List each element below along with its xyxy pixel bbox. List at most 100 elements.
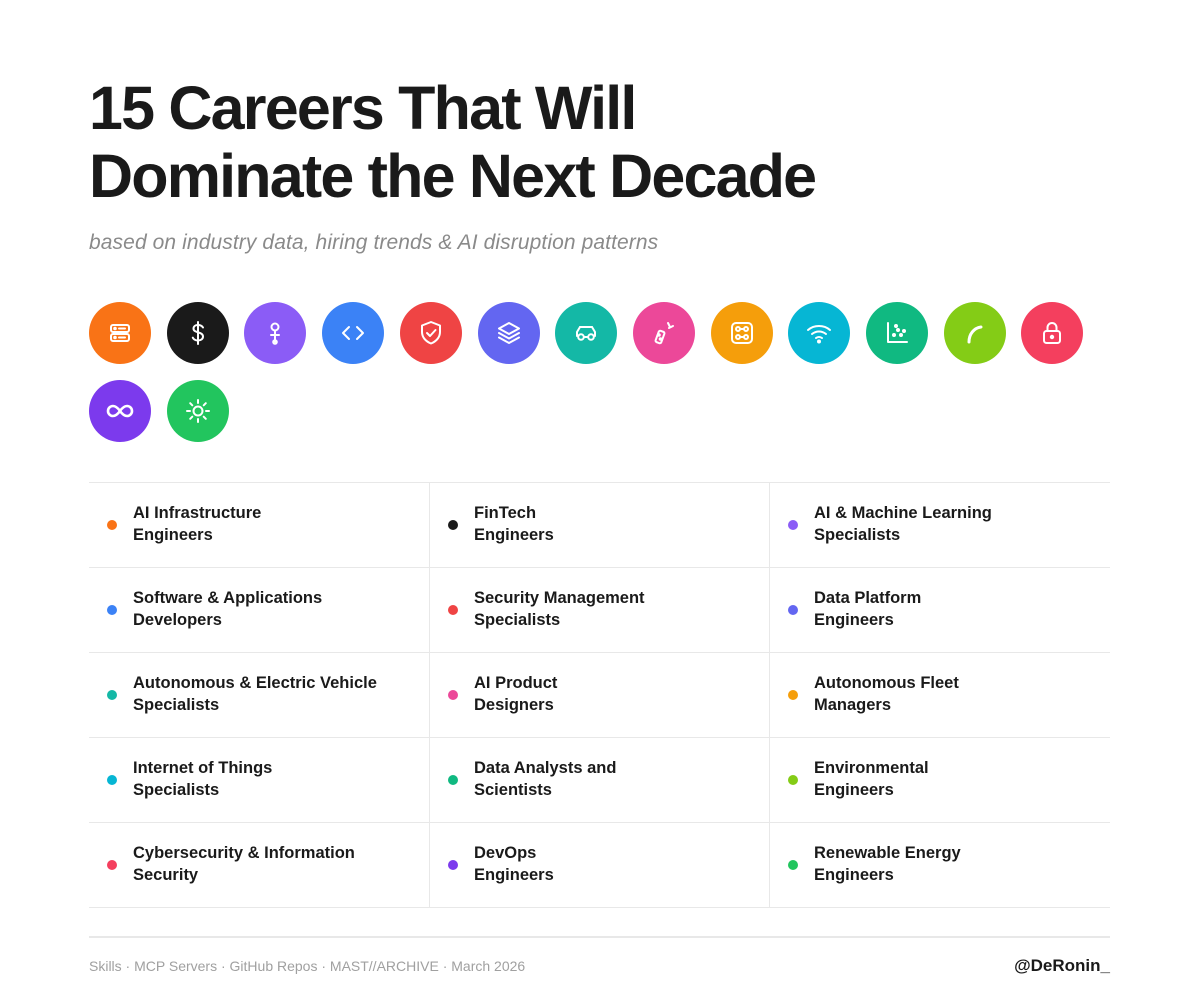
career-label-line-2: Engineers <box>474 526 554 544</box>
network-nodes-icon <box>710 302 773 364</box>
title-line-2: Dominate the Next Decade <box>89 142 817 210</box>
career-item: Data Platform Engineers <box>769 568 1109 652</box>
career-item: Renewable Energy Engineers <box>769 823 1109 907</box>
career-label-line-2: Engineers <box>814 866 894 884</box>
career-label-line-1: Internet of Things <box>133 759 273 777</box>
bullet-dot <box>448 690 458 700</box>
career-label-line-1: Environmental <box>814 759 929 777</box>
careers-row: Software & Applications Developers Securit… <box>89 568 1110 653</box>
footer-tags: Skills · MCP Servers · GitHub Repos · MA… <box>89 958 526 974</box>
career-label-line-2: Developers <box>133 611 222 629</box>
infinity-icon <box>89 380 151 442</box>
career-label-line-2: Designers <box>474 696 554 714</box>
career-label: Internet of Things Specialists <box>133 757 413 801</box>
career-label-line-2: Engineers <box>814 611 894 629</box>
career-label-line-1: AI Infrastructure <box>133 504 262 522</box>
career-label-line-2: Specialists <box>474 611 561 629</box>
author-handle[interactable]: @DeRonin_ <box>1014 956 1110 975</box>
career-item: Autonomous & Electric Vehicle Specialists <box>89 653 429 737</box>
neural-node-icon <box>244 302 307 364</box>
career-label: AI Infrastructure Engineers <box>133 502 413 546</box>
career-label-line-1: Software & Applications <box>133 589 323 607</box>
lock-icon <box>1021 302 1084 364</box>
career-item: Software & Applications Developers <box>89 568 429 652</box>
career-item: DevOps Engineers <box>429 823 769 907</box>
career-label-line-2: Managers <box>814 696 892 714</box>
career-label-line-1: Cybersecurity & Information <box>133 844 355 862</box>
subtitle: based on industry data, hiring trends & … <box>89 231 659 254</box>
shield-check-icon <box>399 302 462 364</box>
career-label-line-1: Renewable Energy <box>814 844 961 862</box>
career-label-line-1: AI & Machine Learning <box>814 504 992 522</box>
career-item: Environmental Engineers <box>769 738 1109 822</box>
career-item: FinTech Engineers <box>429 483 769 567</box>
career-label-line-1: Autonomous & Electric Vehicle <box>133 674 377 692</box>
magic-wand-icon <box>632 302 695 364</box>
career-label-line-2: Engineers <box>474 866 554 884</box>
bullet-dot <box>107 605 117 615</box>
page-title: 15 Careers That Will Dominate the Next D… <box>89 74 817 210</box>
career-item: Cybersecurity & Information Security <box>89 823 429 907</box>
bullet-dot <box>107 775 117 785</box>
career-label: FinTech Engineers <box>474 502 754 546</box>
bullet-dot <box>788 860 798 870</box>
career-label-line-2: Specialists <box>814 526 901 544</box>
career-label-line-2: Engineers <box>133 526 213 544</box>
career-label: AI Product Designers <box>474 672 754 716</box>
career-label: Data Platform Engineers <box>814 587 1094 631</box>
careers-row: Autonomous & Electric Vehicle Specialists… <box>89 653 1110 738</box>
career-label-line-1: FinTech <box>474 504 537 522</box>
career-item: Internet of Things Specialists <box>89 738 429 822</box>
career-label-line-1: Data Platform <box>814 589 922 607</box>
career-label-line-1: Autonomous Fleet <box>814 674 959 692</box>
career-item: Security Management Specialists <box>429 568 769 652</box>
bullet-dot <box>448 520 458 530</box>
layers-icon <box>477 302 540 364</box>
career-label-line-1: DevOps <box>474 844 537 862</box>
bullet-dot <box>788 605 798 615</box>
career-label-line-1: Security Management <box>474 589 645 607</box>
bullet-dot <box>448 605 458 615</box>
bullet-dot <box>107 690 117 700</box>
bullet-dot <box>448 775 458 785</box>
career-label-line-1: Data Analysts and <box>474 759 617 777</box>
career-item: Autonomous Fleet Managers <box>769 653 1109 737</box>
career-label-line-1: AI Product <box>474 674 558 692</box>
career-label-line-2: Specialists <box>133 696 220 714</box>
career-label: Autonomous & Electric Vehicle Specialists <box>133 672 413 716</box>
career-item: Data Analysts and Scientists <box>429 738 769 822</box>
career-label: Cybersecurity & Information Security <box>133 842 413 886</box>
car-icon <box>555 302 618 364</box>
careers-row: AI Infrastructure Engineers FinTech Enginee… <box>89 483 1110 568</box>
wifi-icon <box>788 302 851 364</box>
career-label-line-2: Engineers <box>814 781 894 799</box>
title-line-1: 15 Careers That Will <box>89 74 637 142</box>
bullet-dot <box>107 520 117 530</box>
career-item: AI Infrastructure Engineers <box>89 483 429 567</box>
sun-icon <box>166 380 229 442</box>
bullet-dot <box>107 860 117 870</box>
careers-row: Internet of Things Specialists Data Analys… <box>89 738 1110 823</box>
code-icon <box>322 302 385 364</box>
career-label: Renewable Energy Engineers <box>814 842 1094 886</box>
career-label-line-2: Specialists <box>133 781 220 799</box>
bullet-dot <box>788 690 798 700</box>
careers-grid: AI Infrastructure Engineers FinTech Enginee… <box>89 482 1110 908</box>
career-label: AI & Machine Learning Specialists <box>814 502 1094 546</box>
career-label: DevOps Engineers <box>474 842 754 886</box>
career-label: Data Analysts and Scientists <box>474 757 754 801</box>
bullet-dot <box>788 775 798 785</box>
scatter-chart-icon <box>866 302 928 364</box>
career-label-line-2: Security <box>133 866 199 884</box>
career-item: AI & Machine Learning Specialists <box>769 483 1109 567</box>
career-label: Software & Applications Developers <box>133 587 413 631</box>
bullet-dot <box>788 520 798 530</box>
leaf-curve-icon <box>943 302 1006 364</box>
career-label: Environmental Engineers <box>814 757 1094 801</box>
server-icon <box>89 302 151 364</box>
career-label-line-2: Scientists <box>474 781 552 799</box>
footer-divider <box>89 936 1110 938</box>
career-label: Autonomous Fleet Managers <box>814 672 1094 716</box>
careers-row: Cybersecurity & Information Security DevOp… <box>89 823 1110 908</box>
dollar-icon <box>166 302 229 364</box>
